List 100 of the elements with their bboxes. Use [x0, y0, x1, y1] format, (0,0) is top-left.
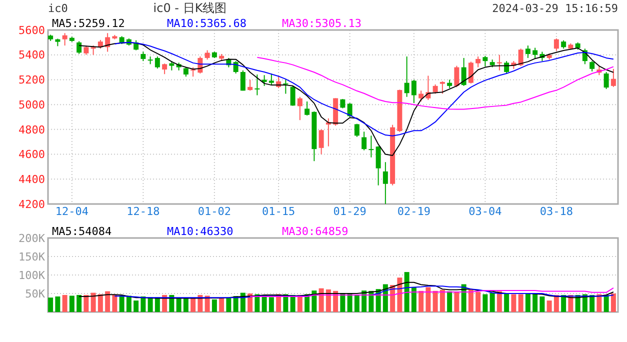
candlestick: [240, 70, 246, 92]
candlestick: [290, 85, 296, 106]
bar: [212, 299, 217, 312]
candlestick: [454, 65, 460, 88]
y-tick-label: 4200: [18, 198, 45, 211]
bar: [134, 300, 139, 312]
bar: [404, 272, 410, 312]
bar: [511, 294, 516, 312]
candlestick: [525, 45, 530, 58]
candlestick: [183, 66, 188, 78]
text: MA10:46330: [167, 225, 234, 238]
bar: [490, 292, 495, 312]
candlestick: [354, 123, 360, 138]
bar: [48, 298, 54, 312]
candlestick: [440, 80, 445, 94]
candlestick: [604, 72, 609, 90]
candlestick: [482, 55, 488, 67]
chart-subtitle: ic0: [48, 2, 68, 15]
bar: [62, 294, 68, 312]
bar: [468, 289, 474, 312]
candlestick: [476, 56, 481, 68]
bar: [76, 294, 82, 312]
x-tick-label: 01-15: [262, 205, 296, 218]
chart-title: ic0 - 日K线图: [153, 1, 227, 15]
y-tick-label: 4800: [18, 123, 45, 136]
bar: [604, 294, 609, 312]
bar: [69, 296, 74, 312]
candlestick: [76, 40, 82, 54]
y-tick-label: 100K: [18, 268, 46, 282]
bar: [55, 296, 60, 312]
candlestick: [283, 79, 288, 94]
candlestick: [518, 48, 524, 67]
candlestick: [169, 60, 174, 71]
bar: [610, 294, 616, 312]
candlestick: [268, 73, 274, 86]
bar: [219, 298, 224, 312]
candlestick: [190, 66, 196, 78]
bar: [340, 294, 346, 312]
bar: [418, 290, 424, 312]
bar: [190, 298, 196, 312]
candlestick: [154, 56, 160, 70]
bar: [546, 300, 552, 312]
y-tick-label: 5200: [18, 74, 45, 87]
bar: [440, 290, 445, 312]
line-series: [78, 282, 614, 299]
y-tick-label: 5600: [18, 24, 45, 37]
candlestick: [304, 100, 310, 116]
candlestick: [554, 38, 559, 52]
y-tick-label: 5000: [18, 98, 45, 112]
bar: [426, 287, 431, 312]
bar: [98, 294, 103, 312]
x-tick-label: 12-04: [55, 205, 89, 218]
bar: [105, 291, 110, 312]
candlestick: [411, 79, 416, 104]
candlestick: [504, 60, 510, 74]
bar: [140, 296, 146, 312]
bar: [590, 294, 595, 312]
candlestick: [532, 47, 538, 60]
candlestick: [140, 51, 146, 62]
bar: [204, 296, 210, 312]
x-tick-label: 01-02: [198, 205, 231, 218]
candlestick: [347, 102, 352, 118]
candlestick: [376, 146, 381, 186]
candlestick: [204, 50, 210, 60]
bar: [447, 291, 452, 312]
candlestick: [340, 98, 346, 109]
x-tick-label: 12-18: [126, 205, 160, 218]
bar: [518, 294, 524, 312]
bar: [540, 296, 545, 312]
candlestick: [404, 56, 410, 98]
candlestick: [590, 60, 595, 72]
bar: [561, 294, 566, 312]
y-tick-label: 4600: [18, 148, 45, 162]
candlestick: [162, 63, 168, 75]
candlestick: [418, 90, 424, 102]
bar: [496, 291, 502, 312]
bar: [554, 294, 559, 312]
bar: [454, 292, 460, 312]
bar: [148, 297, 153, 312]
y-tick-label: 50K: [25, 287, 46, 300]
bar: [525, 294, 530, 312]
bar: [119, 296, 124, 312]
candlestick: [262, 74, 267, 86]
candlestick: [318, 128, 324, 155]
text: 2024-03-29 15:16:59: [492, 2, 618, 15]
candlestick: [468, 61, 474, 84]
bar: [262, 296, 267, 312]
bar: [126, 296, 132, 312]
x-tick-label: 02-19: [397, 205, 430, 218]
series-label: MA10:5365.68: [167, 17, 246, 30]
bar: [504, 294, 510, 312]
candlestick: [432, 84, 438, 94]
line-series: [250, 287, 614, 297]
x-tick-label: 01-29: [333, 205, 366, 218]
y-tick-label: 5400: [18, 48, 45, 62]
bar: [482, 294, 488, 312]
candlestick: [90, 45, 96, 56]
x-tick-label: 03-18: [540, 205, 573, 218]
bar: [84, 294, 89, 312]
bar: [254, 294, 260, 312]
